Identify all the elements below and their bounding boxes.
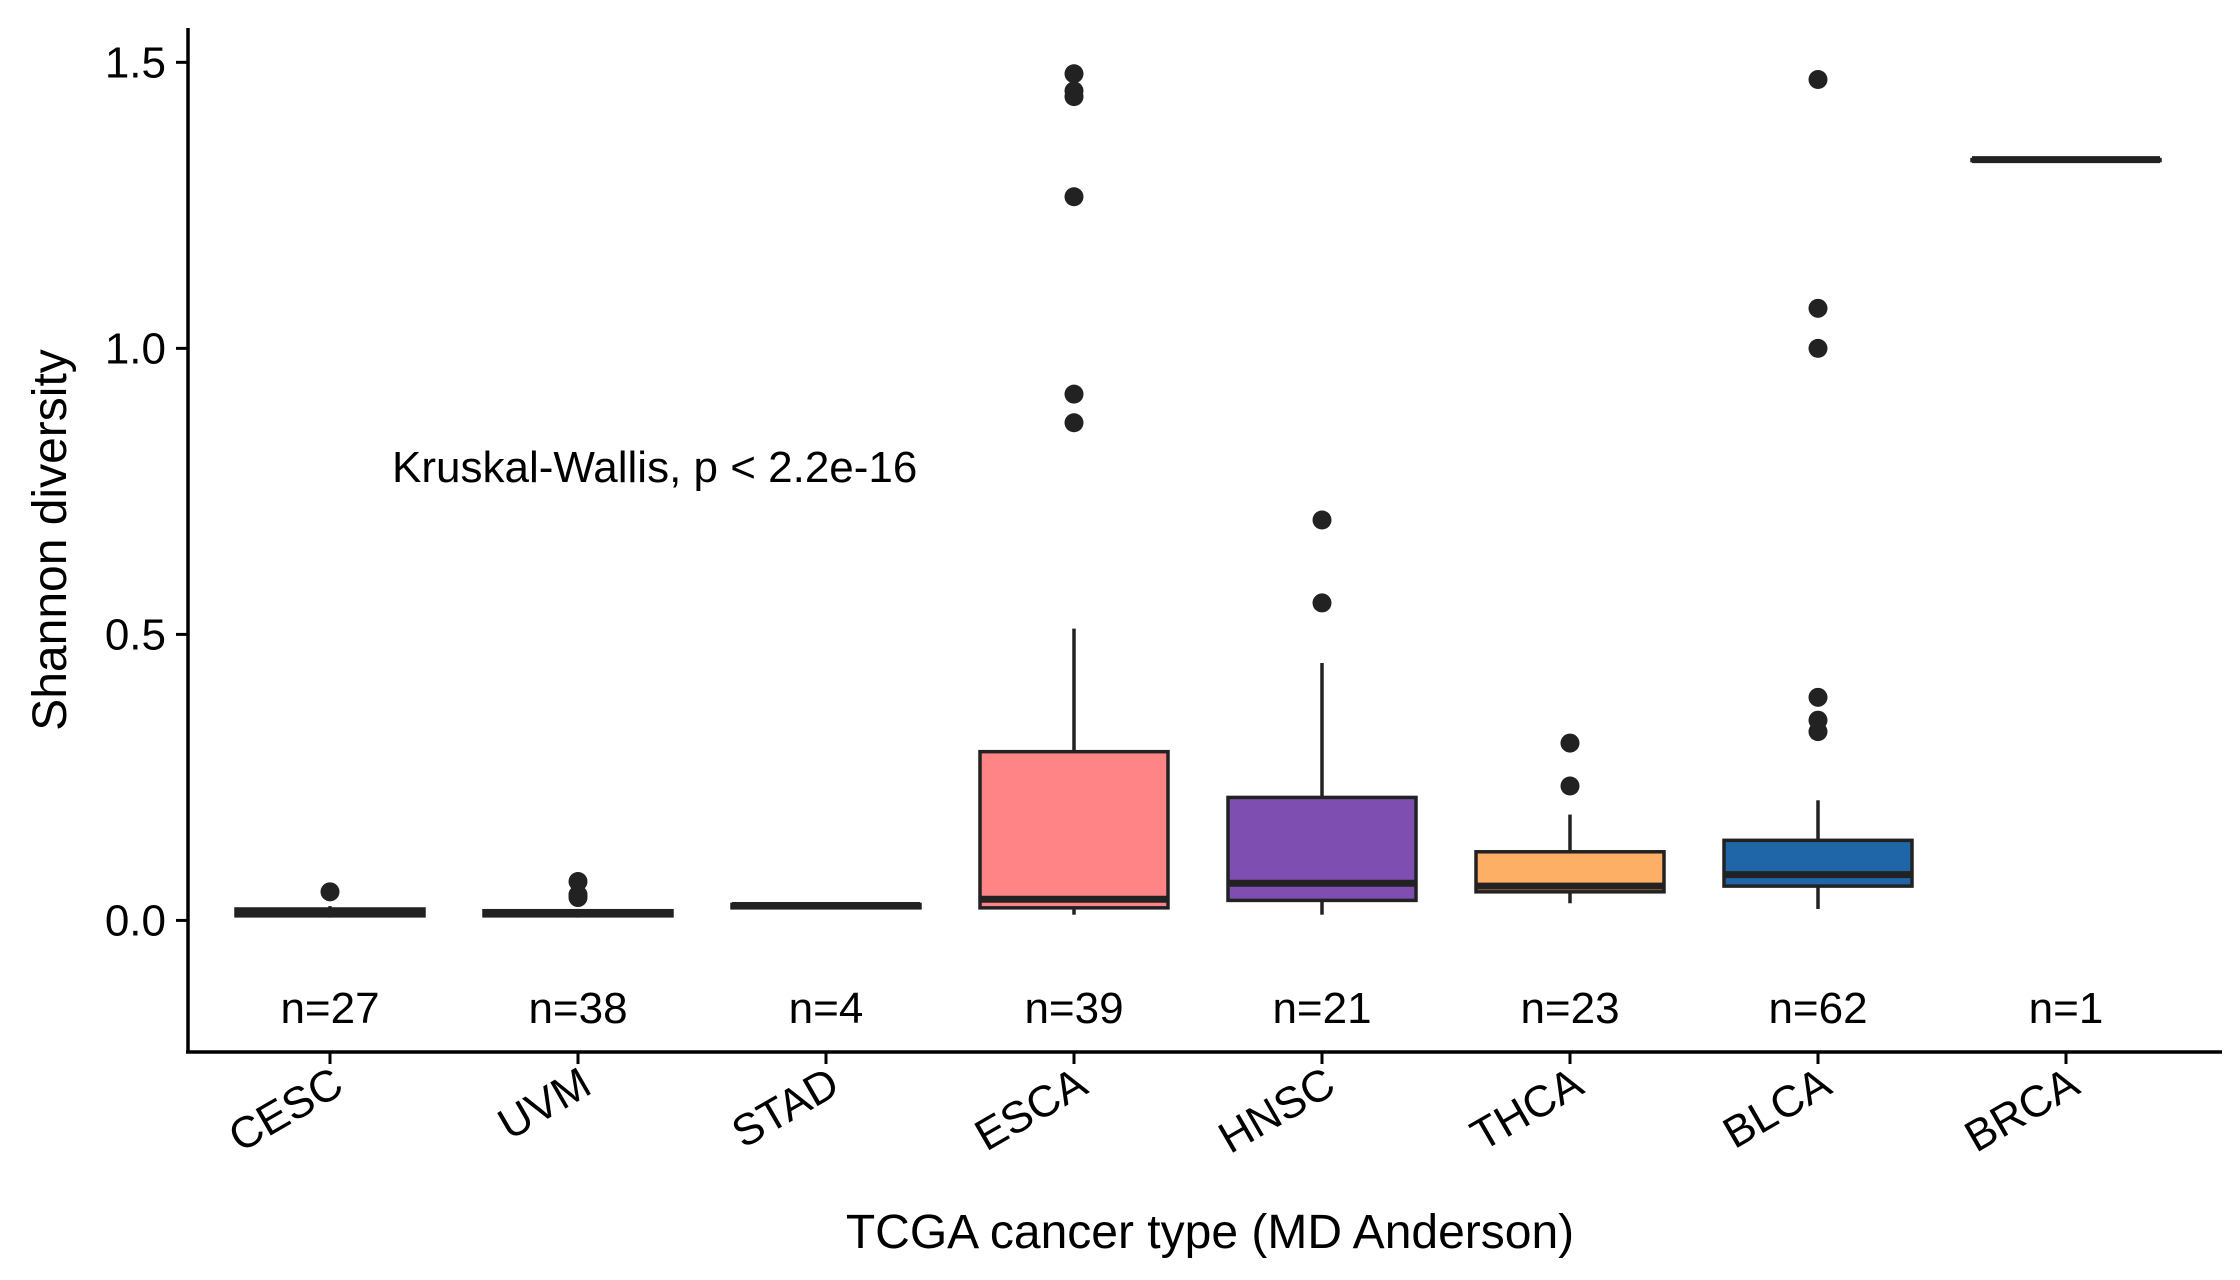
x-ticks: CESC UVM STAD ESCA HNSC THCA BLCA BRCA [221, 1052, 2088, 1163]
n-label-blca: n=62 [1768, 984, 1867, 1033]
n-label-esca: n=39 [1024, 984, 1123, 1033]
box-blca [1722, 800, 1914, 909]
outlier-point-blca [1808, 298, 1828, 318]
n-label-stad: n=4 [789, 984, 864, 1033]
box-brca [1970, 156, 2162, 164]
outlier-point-esca [1064, 187, 1084, 207]
box-esca [978, 628, 1170, 915]
outlier-point-esca [1064, 81, 1084, 101]
outliers-layer [320, 64, 1828, 908]
boxes-layer [234, 156, 2162, 918]
outlier-point-esca [1064, 384, 1084, 404]
x-tick-label-thca: THCA [1463, 1058, 1592, 1161]
outlier-point-cesc [320, 882, 340, 902]
plot-area: n=27 n=38 n=4 n=39 n=21 n=23 n=62 n=1 [234, 64, 2162, 1033]
outlier-point-hnsc [1312, 510, 1332, 530]
box-body [978, 749, 1170, 910]
outlier-point-hnsc [1312, 593, 1332, 613]
y-ticks: 0.0 0.5 1.0 1.5 [105, 38, 188, 945]
n-labels-layer: n=27 n=38 n=4 n=39 n=21 n=23 n=62 n=1 [280, 984, 2103, 1033]
x-tick-label-blca: BLCA [1715, 1058, 1840, 1158]
x-tick-label-esca: ESCA [967, 1058, 1096, 1161]
n-label-hnsc: n=21 [1272, 984, 1371, 1033]
outlier-point-blca [1808, 710, 1828, 730]
box-body [1722, 838, 1914, 888]
box-thca [1474, 814, 1666, 904]
outlier-point-blca [1808, 69, 1828, 89]
box-cesc [234, 906, 426, 918]
y-tick-label: 1.5 [105, 38, 166, 87]
box-uvm [482, 908, 674, 918]
x-tick-label-cesc: CESC [221, 1058, 351, 1162]
n-label-thca: n=23 [1520, 984, 1619, 1033]
axes: 0.0 0.5 1.0 1.5 CESC UVM STAD ESCA HNSC THCA BLCA… [105, 28, 2222, 1163]
n-label-uvm: n=38 [528, 984, 627, 1033]
outlier-point-thca [1560, 776, 1580, 796]
y-tick-label: 1.0 [105, 324, 166, 373]
y-axis-title: Shannon diversity [24, 349, 77, 731]
y-tick-label: 0.0 [105, 896, 166, 945]
box-stad [730, 902, 922, 910]
x-tick-label-uvm: UVM [490, 1058, 599, 1149]
n-label-brca: n=1 [2029, 984, 2104, 1033]
x-tick-label-brca: BRCA [1957, 1058, 2088, 1162]
outlier-point-uvm [568, 885, 588, 905]
outlier-point-blca [1808, 338, 1828, 358]
kruskal-wallis-annotation: Kruskal-Wallis, p < 2.2e-16 [392, 443, 917, 492]
outlier-point-uvm [568, 872, 588, 892]
outlier-point-blca [1808, 687, 1828, 707]
box-hnsc [1226, 662, 1418, 915]
outlier-point-esca [1064, 64, 1084, 84]
y-tick-label: 0.5 [105, 610, 166, 659]
x-tick-label-stad: STAD [724, 1058, 847, 1157]
x-axis-title: TCGA cancer type (MD Anderson) [846, 1206, 1574, 1259]
outlier-point-thca [1560, 733, 1580, 753]
outlier-point-esca [1064, 413, 1084, 433]
x-tick-label-hnsc: HNSC [1211, 1058, 1343, 1163]
n-label-cesc: n=27 [280, 984, 379, 1033]
